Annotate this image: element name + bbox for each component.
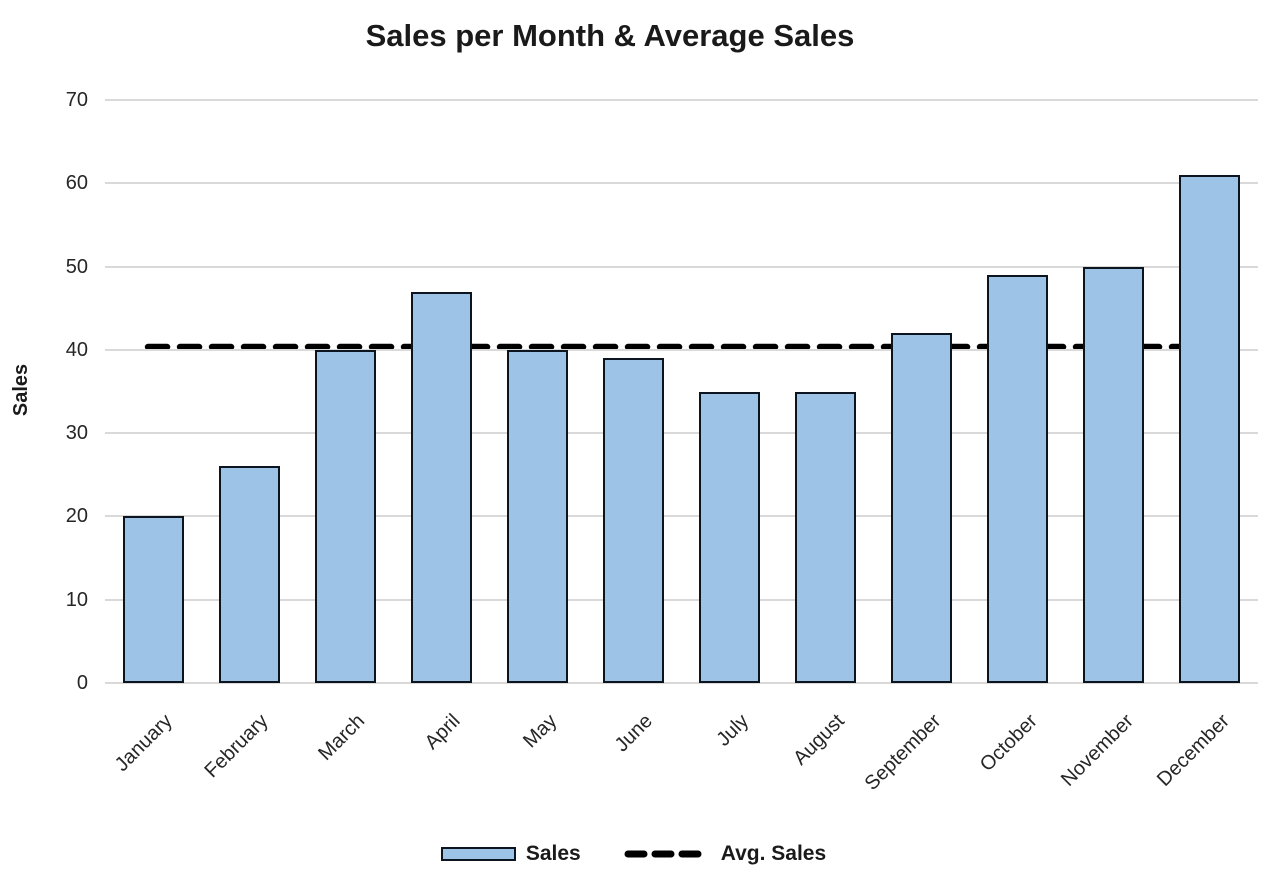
x-tick-label-january: January — [110, 710, 177, 776]
bar-november — [1083, 266, 1145, 683]
bar-april — [410, 291, 472, 683]
legend-sales-label: Sales — [525, 842, 581, 865]
y-tick-label-60: 60 — [65, 172, 88, 195]
x-tick-label-october: October — [975, 710, 1042, 776]
legend-avg-dashed-line-icon — [624, 850, 710, 858]
y-tick-label-10: 10 — [65, 588, 88, 611]
y-tick-label-40: 40 — [65, 338, 88, 361]
y-tick-label-70: 70 — [65, 89, 88, 111]
gridline-50 — [105, 265, 1258, 268]
gridline-10 — [105, 598, 1258, 601]
bar-september — [891, 333, 953, 683]
plot-area — [105, 99, 1258, 684]
gridline-40 — [105, 348, 1258, 351]
bar-july — [699, 391, 761, 683]
x-tick-label-august: August — [789, 710, 850, 770]
gridline-70 — [105, 99, 1258, 101]
y-tick-label-0: 0 — [76, 672, 88, 694]
x-tick-label-march: March — [313, 710, 369, 765]
legend: Sales Avg. Sales — [0, 842, 1267, 866]
gridline-20 — [105, 515, 1258, 518]
x-tick-label-july: July — [712, 710, 754, 751]
bar-february — [218, 466, 280, 683]
x-tick-label-november: November — [1056, 710, 1138, 791]
bar-october — [987, 274, 1049, 683]
x-tick-label-september: September — [860, 710, 946, 795]
x-tick-label-june: June — [610, 710, 658, 757]
bar-december — [1179, 174, 1241, 683]
y-tick-label-30: 30 — [65, 422, 88, 445]
bar-january — [122, 516, 184, 683]
legend-sales-swatch — [440, 847, 516, 861]
gridline-60 — [105, 182, 1258, 185]
y-axis-title: Sales — [10, 363, 32, 417]
bar-june — [602, 358, 664, 683]
x-tick-label-february: February — [200, 710, 273, 783]
x-tick-label-december: December — [1152, 710, 1234, 791]
bar-may — [506, 349, 568, 683]
y-tick-label-20: 20 — [65, 505, 88, 528]
bar-august — [795, 391, 857, 683]
bar-march — [314, 349, 376, 683]
gridline-0 — [105, 682, 1258, 684]
y-tick-label-50: 50 — [65, 255, 88, 278]
x-tick-label-april: April — [421, 710, 465, 754]
legend-avg-label: Avg. Sales — [720, 842, 827, 865]
chart-title: Sales per Month & Average Sales — [365, 18, 855, 53]
gridline-30 — [105, 432, 1258, 435]
x-tick-label-may: May — [518, 710, 561, 753]
